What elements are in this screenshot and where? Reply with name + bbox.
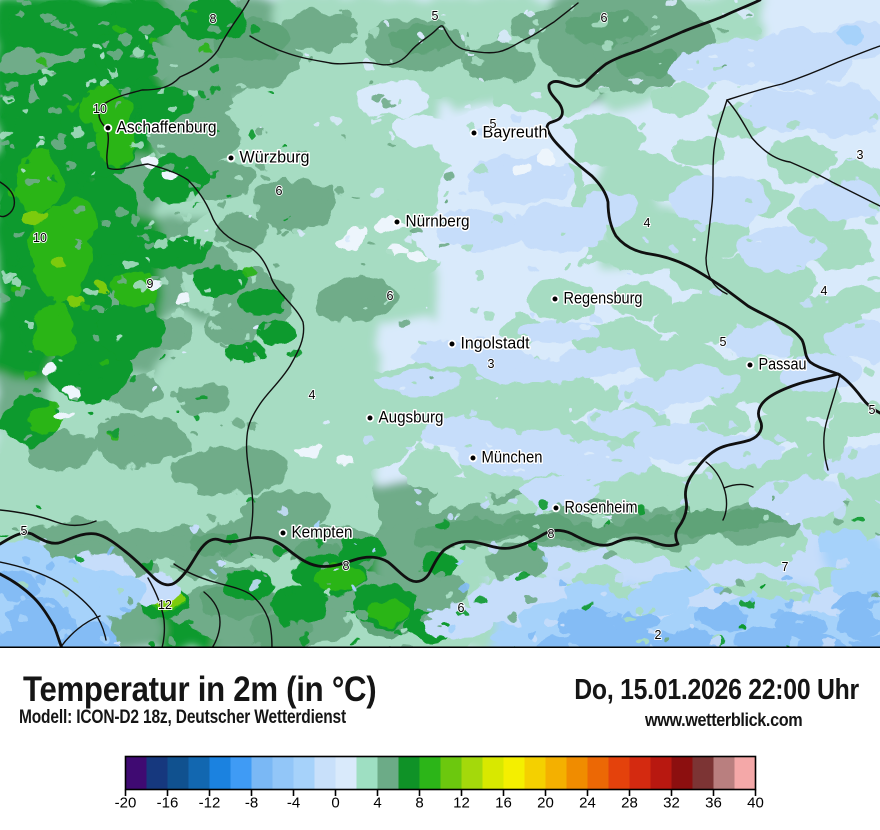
svg-text:-12: -12: [199, 795, 221, 812]
svg-text:Würzburg: Würzburg: [240, 149, 310, 167]
svg-text:Kempten: Kempten: [292, 524, 353, 542]
svg-text:4: 4: [644, 216, 651, 230]
svg-text:6: 6: [387, 289, 394, 303]
svg-text:8: 8: [343, 559, 350, 573]
svg-text:10: 10: [93, 102, 107, 116]
svg-text:Regensburg: Regensburg: [564, 290, 643, 308]
svg-text:-20: -20: [115, 795, 137, 812]
svg-text:36: 36: [705, 795, 722, 812]
svg-text:7: 7: [782, 560, 789, 574]
svg-text:Rosenheim: Rosenheim: [565, 499, 638, 517]
svg-text:Bayreuth: Bayreuth: [483, 124, 548, 142]
svg-text:8: 8: [210, 12, 217, 26]
svg-text:4: 4: [821, 284, 828, 298]
svg-text:Passau: Passau: [759, 356, 807, 374]
svg-text:12: 12: [158, 598, 172, 612]
svg-text:32: 32: [663, 795, 680, 812]
svg-text:6: 6: [276, 184, 283, 198]
svg-text:Nürnberg: Nürnberg: [406, 213, 470, 231]
svg-text:Aschaffenburg: Aschaffenburg: [117, 119, 217, 137]
svg-text:4: 4: [309, 388, 316, 402]
svg-text:Ingolstadt: Ingolstadt: [461, 335, 530, 353]
svg-text:6: 6: [601, 11, 608, 25]
svg-text:-8: -8: [245, 795, 258, 812]
svg-text:5: 5: [720, 335, 727, 349]
svg-text:20: 20: [537, 795, 554, 812]
svg-text:5: 5: [21, 524, 28, 538]
svg-text:5: 5: [490, 117, 497, 131]
svg-text:-16: -16: [157, 795, 179, 812]
svg-text:10: 10: [33, 231, 47, 245]
svg-text:3: 3: [857, 148, 864, 162]
svg-text:5: 5: [869, 403, 876, 417]
svg-text:5: 5: [432, 9, 439, 23]
svg-text:28: 28: [621, 795, 638, 812]
svg-text:4: 4: [373, 795, 381, 812]
svg-text:Augsburg: Augsburg: [379, 409, 444, 427]
svg-text:8: 8: [415, 795, 423, 812]
svg-text:0: 0: [331, 795, 339, 812]
svg-text:3: 3: [488, 357, 495, 371]
svg-text:16: 16: [495, 795, 512, 812]
svg-text:München: München: [482, 449, 543, 467]
svg-text:6: 6: [458, 601, 465, 615]
svg-text:8: 8: [548, 527, 555, 541]
svg-text:24: 24: [579, 795, 596, 812]
svg-text:-4: -4: [287, 795, 300, 812]
svg-text:40: 40: [747, 795, 764, 812]
svg-text:2: 2: [655, 628, 662, 642]
svg-text:12: 12: [453, 795, 470, 812]
svg-text:9: 9: [147, 277, 154, 291]
